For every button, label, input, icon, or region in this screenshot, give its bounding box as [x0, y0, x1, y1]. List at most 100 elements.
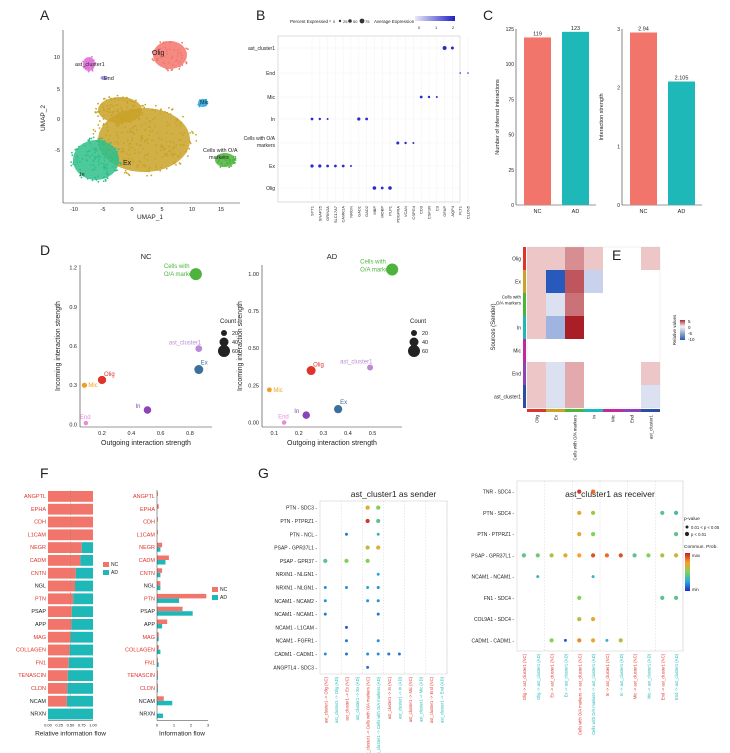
heatmap-cell — [565, 385, 584, 408]
umap-x-tick: -10 — [70, 207, 78, 213]
flow-abs-x-tick: 0 — [156, 722, 159, 727]
bubble-receiver-point — [590, 510, 596, 515]
umap-point — [75, 148, 78, 151]
legend-nc-swatch — [103, 562, 109, 567]
bubble-sender-point — [366, 586, 370, 589]
bubble-receiver-point — [632, 553, 637, 558]
bars-interactions-data-label: 123 — [571, 26, 580, 32]
umap-point — [170, 132, 173, 135]
bubble-sender-point — [376, 612, 380, 616]
bars-interactions-y-tick: 0 — [511, 203, 514, 209]
umap-point — [175, 118, 177, 121]
bubble-receiver-point — [673, 595, 679, 600]
flow-abs-label: L1CAM — [137, 532, 156, 538]
umap-point — [126, 131, 129, 134]
umap-x-tick: 15 — [218, 207, 224, 213]
umap-point — [79, 168, 81, 171]
scatter-ad-point-label: ast_cluster1 — [340, 360, 373, 366]
umap-point — [101, 137, 103, 140]
bubble-row-label: CADM1 - CADM1 - — [274, 652, 317, 658]
umap-point — [116, 94, 119, 97]
bubble-receiver-point — [590, 553, 596, 558]
umap-point — [144, 154, 146, 156]
bubble-sender-point — [366, 652, 370, 656]
heatmap-col-bar — [603, 409, 622, 412]
flow-abs-bar-nc — [157, 593, 207, 599]
bubble-row-label: ANGPTL4 - SDC3 - — [273, 665, 317, 671]
umap-point — [155, 166, 157, 169]
umap-point — [127, 121, 130, 123]
umap-point — [232, 155, 235, 158]
umap-label: In — [80, 172, 85, 178]
heatmap-col-label: In — [592, 415, 597, 419]
umap-cluster-end — [100, 75, 109, 81]
heatmap-col-label: Olig — [535, 415, 540, 423]
scatter-nc-y-tick: 1.2 — [69, 266, 77, 272]
umap-point — [107, 148, 109, 151]
dotplot-dot — [396, 141, 400, 145]
bubble-col-label: ast_cluster1 -> Cells with O/A markers (… — [366, 676, 371, 753]
umap-point — [178, 65, 181, 68]
umap-point — [120, 131, 123, 134]
flow-rel-label: L1CAM — [28, 532, 47, 538]
flow-rel-bar-nc — [48, 683, 68, 694]
flow-abs-bar-ad — [157, 598, 180, 603]
umap-point — [188, 147, 191, 150]
umap-point — [148, 168, 151, 170]
umap-point — [93, 176, 96, 179]
umap-point — [144, 165, 147, 168]
umap-point — [136, 166, 139, 169]
flow-rel-label: FN1 — [36, 660, 46, 666]
umap-point — [172, 152, 175, 155]
heatmap-cell — [584, 270, 603, 293]
scatter-nc-point — [97, 375, 107, 385]
umap-point — [102, 106, 104, 109]
heatmap-row-label-2: O/A markers — [496, 301, 522, 306]
umap-point — [205, 100, 208, 103]
umap-cluster-ex-upper-core — [98, 97, 142, 123]
scatter-nc-size-legend-dot — [218, 345, 230, 357]
umap-point — [145, 117, 148, 120]
umap-point — [117, 143, 120, 145]
scatter-nc-x-tick: 0.2 — [98, 431, 106, 437]
heatmap-cell — [584, 247, 603, 270]
bars-interactions-y-label: Number of inferred interactions — [495, 79, 501, 155]
flow-rel-bar-nc — [48, 516, 93, 528]
umap-point — [117, 98, 120, 101]
umap-point — [135, 99, 137, 102]
umap-point — [141, 134, 144, 137]
umap-point — [102, 162, 105, 165]
umap-point — [97, 140, 100, 143]
bubble-sender-point — [323, 558, 328, 563]
scatter-ad-point-label: In — [294, 409, 299, 415]
bubble-receiver-point — [563, 638, 567, 642]
bubble-col-label: ast_cluster1 -> Olig (AD) — [334, 676, 339, 723]
heatmap-cell — [565, 247, 584, 270]
umap-point — [166, 68, 169, 70]
bubble-receiver-point — [590, 638, 596, 643]
umap-point — [97, 144, 100, 147]
bubble-sender-point — [344, 558, 349, 563]
umap-point — [70, 161, 72, 163]
umap-point — [105, 169, 108, 172]
pct-legend-val: 25 — [343, 19, 348, 24]
umap-point — [164, 153, 167, 155]
flow-rel-bar-ad — [75, 567, 93, 579]
scatter-ad-size-legend-val: 20 — [422, 331, 428, 337]
umap-point — [129, 121, 132, 124]
bubble-receiver-point — [590, 489, 596, 494]
bubble-receiver-point — [618, 553, 623, 558]
umap-point — [124, 126, 126, 129]
umap-point — [232, 161, 235, 164]
dotplot-dot — [326, 118, 329, 120]
umap-point — [106, 163, 109, 166]
umap-point — [72, 163, 75, 166]
panel-letter-c: C — [483, 7, 493, 23]
umap-point — [112, 151, 115, 154]
umap-point — [102, 153, 104, 156]
umap-y-tick: 5 — [57, 87, 60, 93]
bars-interactions-y-tick: 125 — [506, 27, 515, 33]
umap-y-tick: 0 — [57, 117, 60, 123]
umap-label-oa-2: markers — [209, 155, 229, 161]
umap-point — [178, 139, 181, 141]
